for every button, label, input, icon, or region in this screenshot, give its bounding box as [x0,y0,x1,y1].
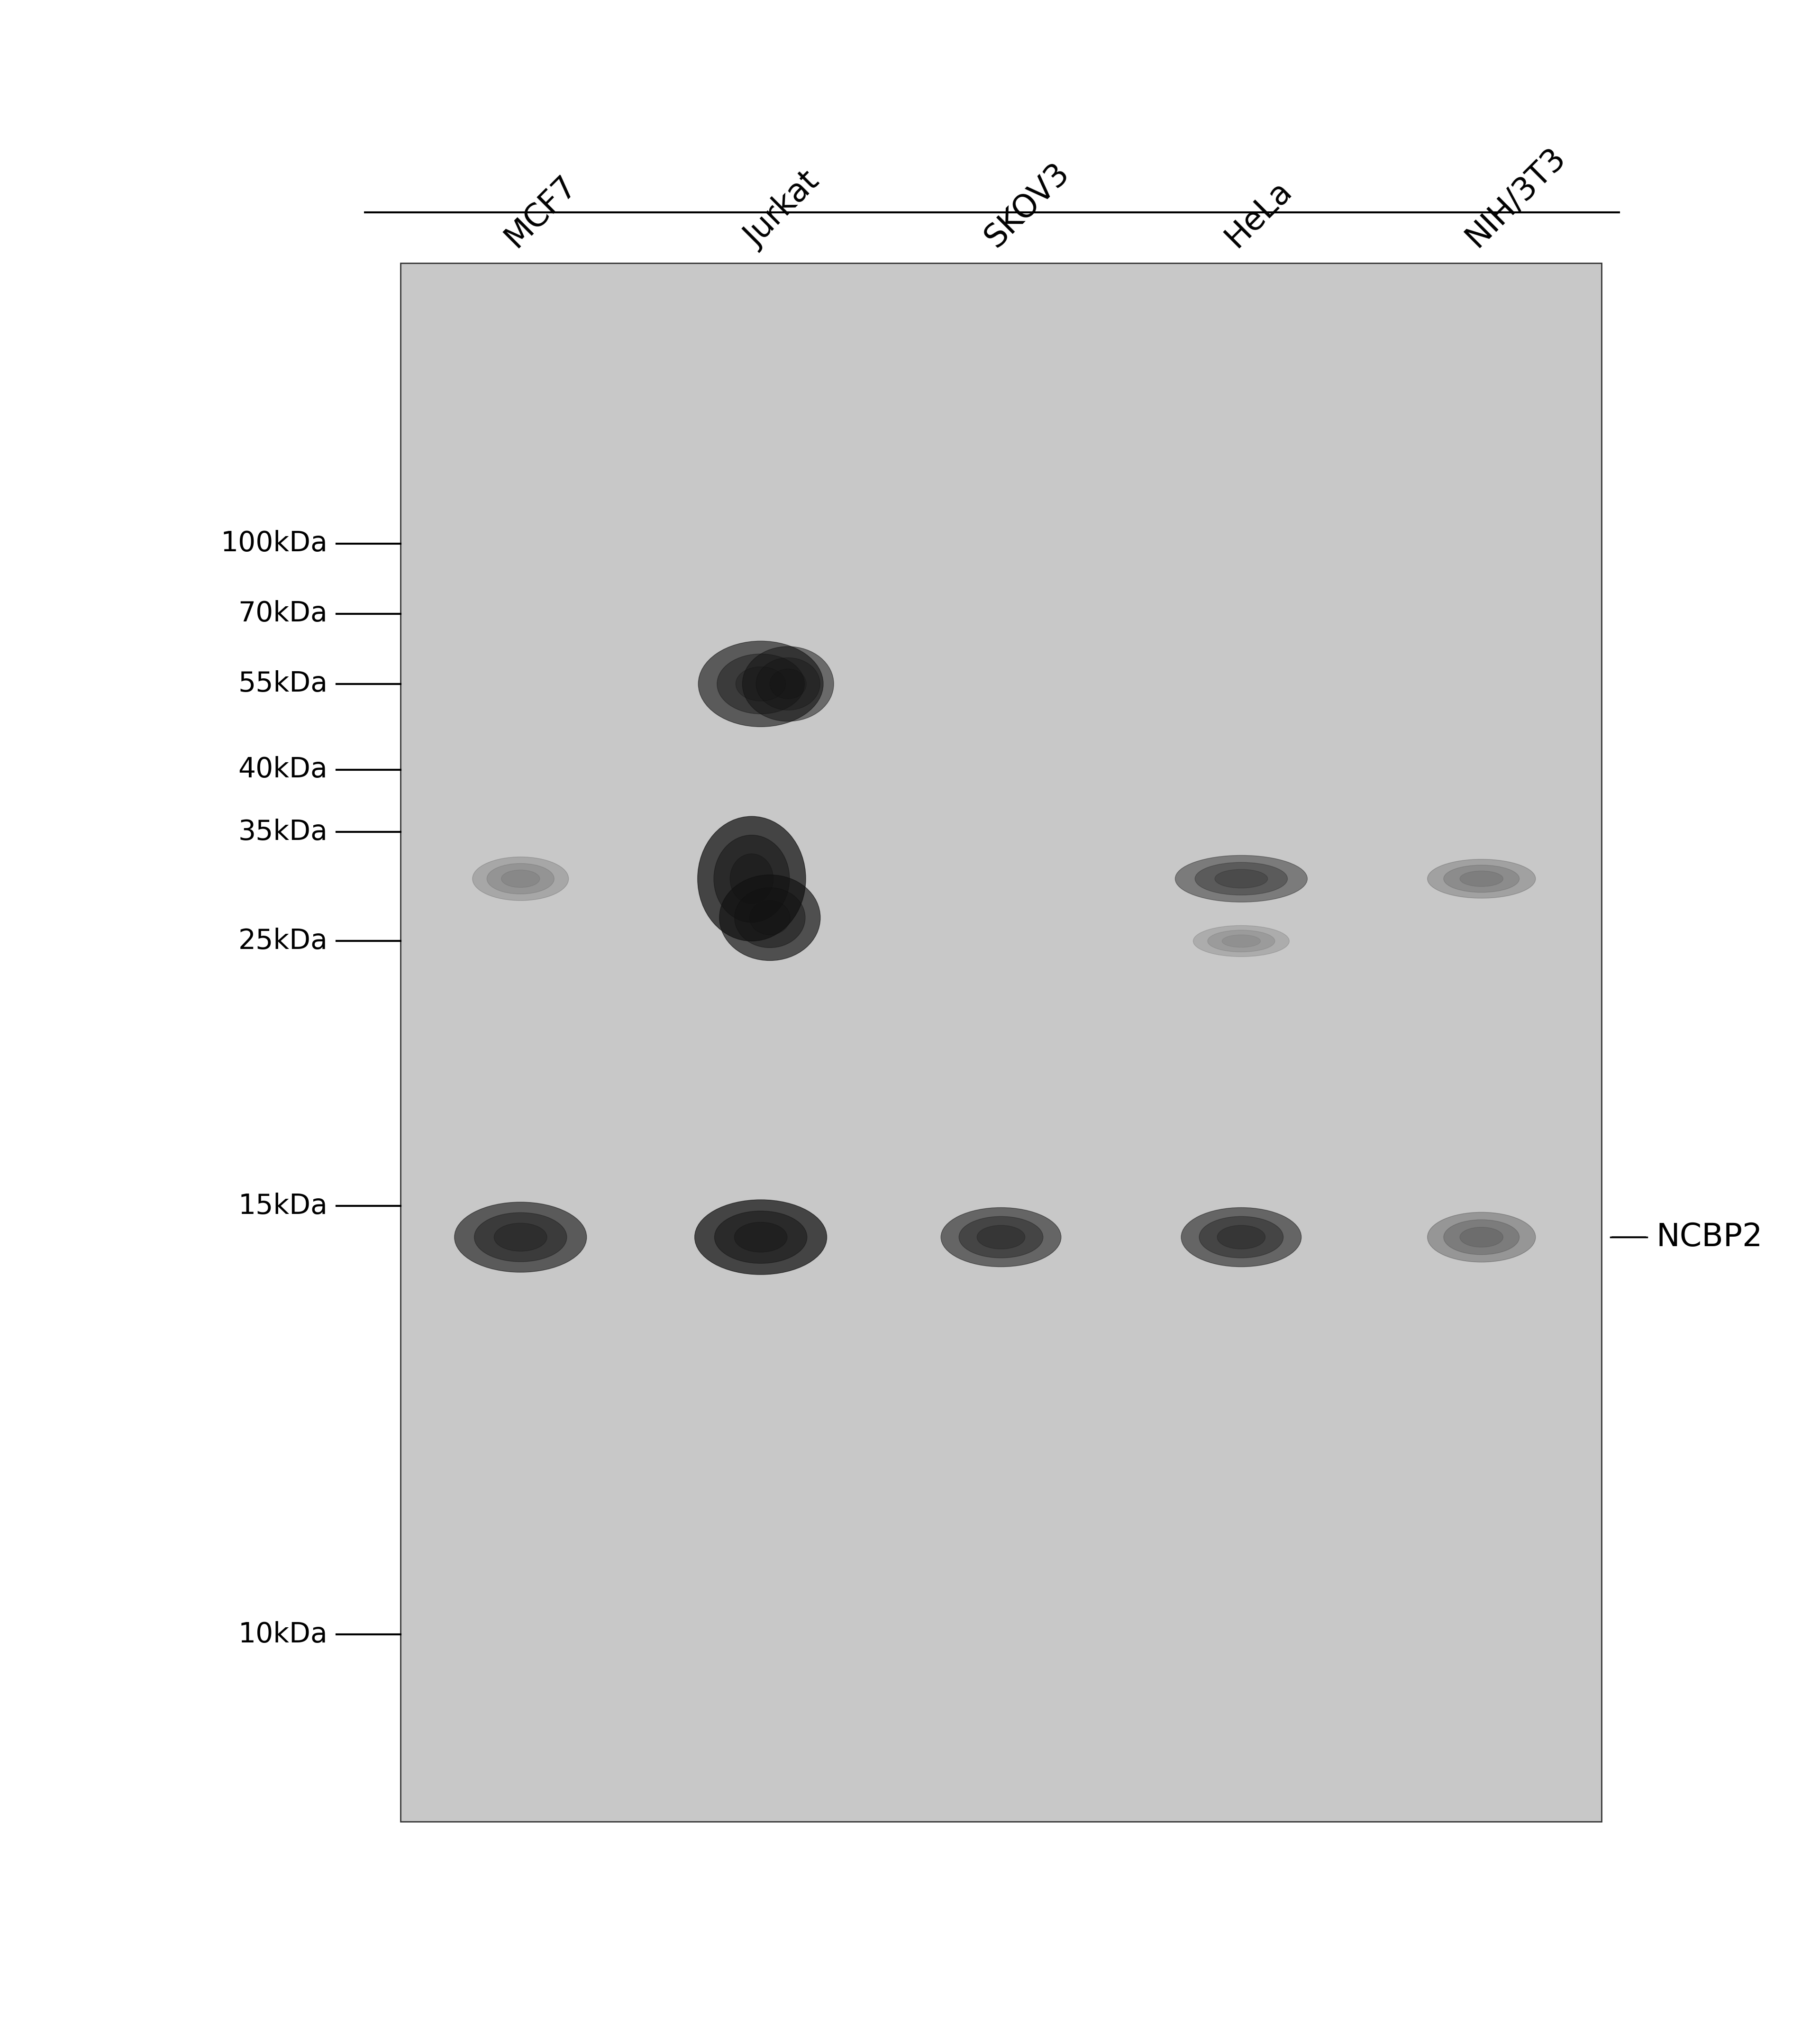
Ellipse shape [697,816,806,941]
Text: NCBP2: NCBP2 [1656,1222,1762,1253]
Ellipse shape [1199,1216,1283,1257]
Text: MCF7: MCF7 [499,168,582,253]
Text: 100kDa: 100kDa [220,530,328,557]
Ellipse shape [733,1222,788,1253]
Ellipse shape [1176,856,1307,903]
Text: 40kDa: 40kDa [238,757,328,783]
Ellipse shape [475,1212,566,1261]
Ellipse shape [488,864,553,895]
Text: SKOV3: SKOV3 [979,156,1076,253]
Ellipse shape [1221,935,1261,947]
Ellipse shape [730,854,774,903]
Ellipse shape [1214,870,1269,889]
Text: 70kDa: 70kDa [238,601,328,627]
Text: HeLa: HeLa [1219,174,1298,253]
Text: NIH/3T3: NIH/3T3 [1460,142,1571,253]
Ellipse shape [699,642,823,727]
Bar [400,263,1602,1822]
Text: 15kDa: 15kDa [238,1192,328,1220]
Text: Jurkat: Jurkat [739,166,826,253]
Text: 55kDa: 55kDa [238,670,328,698]
Text: 35kDa: 35kDa [238,818,328,846]
Text: 10kDa: 10kDa [238,1621,328,1648]
Ellipse shape [1218,1225,1265,1249]
Ellipse shape [713,836,790,923]
Ellipse shape [770,670,806,698]
Ellipse shape [1443,864,1520,893]
Ellipse shape [1181,1208,1301,1267]
Ellipse shape [695,1200,826,1275]
Ellipse shape [750,901,790,935]
Ellipse shape [977,1225,1025,1249]
Ellipse shape [735,666,786,700]
Ellipse shape [1460,870,1503,887]
Ellipse shape [455,1202,586,1273]
Ellipse shape [473,856,568,901]
Ellipse shape [1196,862,1287,895]
Ellipse shape [743,646,834,721]
Ellipse shape [1443,1220,1520,1255]
Ellipse shape [500,870,541,887]
Ellipse shape [1194,925,1289,957]
Ellipse shape [493,1222,548,1251]
Ellipse shape [1208,931,1274,951]
Ellipse shape [719,874,821,961]
Text: 25kDa: 25kDa [238,927,328,955]
Ellipse shape [1427,860,1536,899]
Ellipse shape [717,654,804,714]
Ellipse shape [735,889,804,947]
Ellipse shape [959,1216,1043,1257]
Ellipse shape [1427,1212,1536,1263]
Ellipse shape [755,658,821,710]
Ellipse shape [715,1210,806,1263]
Ellipse shape [941,1208,1061,1267]
Ellipse shape [1460,1227,1503,1247]
